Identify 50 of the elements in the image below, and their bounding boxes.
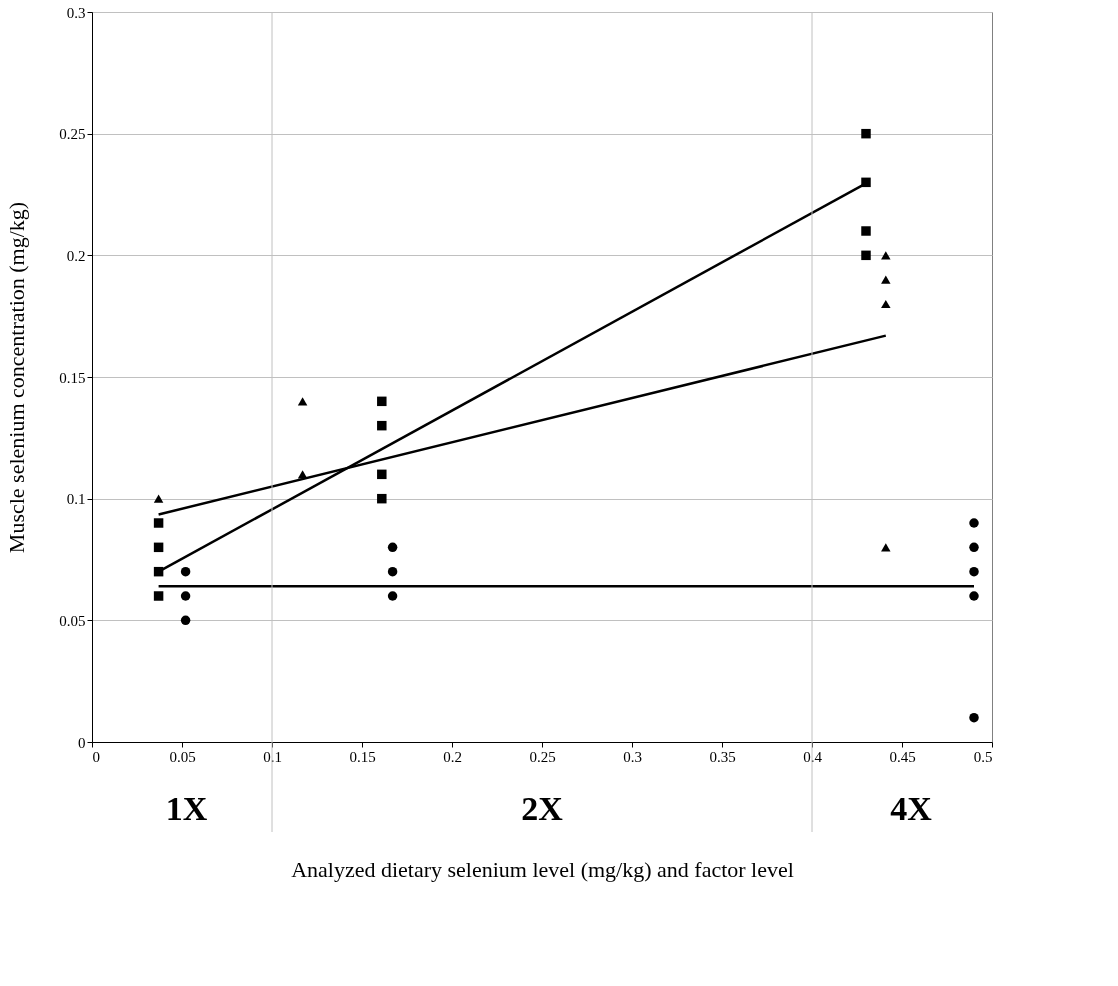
point <box>180 615 191 626</box>
x-tick-label: 0.4 <box>803 748 823 765</box>
point <box>969 518 979 528</box>
point <box>377 469 387 480</box>
point <box>180 566 191 577</box>
point <box>881 251 891 260</box>
x-tick-label: 0.45 <box>889 748 916 765</box>
text: 1X <box>165 790 208 827</box>
point <box>881 543 891 552</box>
text: 2X <box>521 790 564 827</box>
y-tick-label: 0.05 <box>59 612 86 629</box>
point <box>180 591 191 601</box>
point <box>377 396 387 407</box>
y-tick-label: 0 <box>78 734 86 751</box>
x-tick-label: 0.3 <box>623 748 642 765</box>
x-tick-label: 0.2 <box>443 748 462 765</box>
point <box>153 518 164 528</box>
x-tick-label: 0 <box>92 748 100 765</box>
y-tick-label: 0.1 <box>66 491 86 508</box>
point <box>297 397 308 406</box>
point <box>969 542 979 553</box>
point <box>153 542 164 553</box>
y-tick-label: 0.3 <box>66 4 86 21</box>
point <box>861 250 871 261</box>
x-tick-label: 0.35 <box>709 748 736 765</box>
point <box>387 542 398 553</box>
point <box>861 128 871 139</box>
point <box>969 712 979 723</box>
point <box>377 420 387 431</box>
y-tick-label: 0.2 <box>66 247 86 264</box>
point <box>881 275 891 284</box>
text: 4X <box>890 790 933 827</box>
point <box>377 493 387 504</box>
y-axis-title: Muscle selenium concentration (mg/kg) <box>4 201 30 554</box>
point <box>861 226 871 236</box>
x-tick-label: 0.15 <box>349 748 376 765</box>
point <box>881 299 891 309</box>
point <box>153 494 164 503</box>
point <box>153 591 164 601</box>
x-axis-title: Analyzed dietary selenium level (mg/kg) and factor level <box>291 856 794 882</box>
point <box>387 591 398 601</box>
point <box>387 566 398 577</box>
y-tick-label: 0.25 <box>59 126 86 143</box>
x-tick-label: 0.5 <box>973 748 993 765</box>
x-tick-label: 0.05 <box>169 748 196 765</box>
y-tick-label: 0.15 <box>59 369 86 386</box>
point <box>969 566 979 577</box>
point <box>969 591 979 601</box>
x-tick-label: 0.1 <box>263 748 282 765</box>
x-tick-label: 0.25 <box>529 748 556 765</box>
